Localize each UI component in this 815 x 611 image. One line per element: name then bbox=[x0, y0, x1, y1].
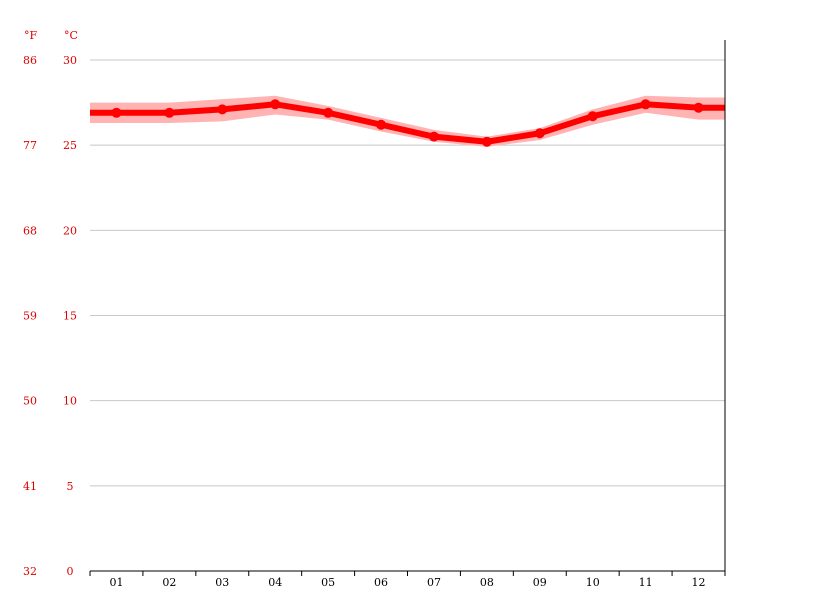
xtick-label-12: 12 bbox=[692, 576, 706, 589]
ytick-label-f-86: 86 bbox=[23, 54, 37, 67]
data-point-10 bbox=[587, 111, 598, 122]
ytick-label-f-50: 50 bbox=[23, 395, 37, 408]
data-point-02 bbox=[164, 107, 175, 118]
ytick-label-c-15: 15 bbox=[63, 310, 77, 323]
ytick-label-c-30: 30 bbox=[63, 54, 77, 67]
xtick-label-10: 10 bbox=[586, 576, 600, 589]
band-layer bbox=[90, 95, 725, 147]
grid-layer bbox=[90, 59, 725, 487]
xtick-label-03: 03 bbox=[215, 576, 229, 589]
unit-label-celsius: °C bbox=[64, 29, 78, 42]
data-point-05 bbox=[323, 107, 334, 118]
ytick-label-f-41: 41 bbox=[23, 480, 37, 493]
data-point-12 bbox=[693, 102, 704, 113]
range-band bbox=[90, 95, 725, 147]
xtick-label-02: 02 bbox=[162, 576, 176, 589]
ytick-label-f-32: 32 bbox=[23, 565, 37, 578]
data-point-01 bbox=[111, 107, 122, 118]
xtick-label-08: 08 bbox=[480, 576, 494, 589]
xtick-label-11: 11 bbox=[639, 576, 653, 589]
ytick-label-c-20: 20 bbox=[63, 224, 77, 237]
ytick-label-c-10: 10 bbox=[63, 395, 77, 408]
data-point-08 bbox=[481, 136, 492, 147]
ytick-label-f-68: 68 bbox=[23, 224, 37, 237]
xtick-label-07: 07 bbox=[427, 576, 441, 589]
xtick-label-04: 04 bbox=[268, 576, 282, 589]
ytick-label-f-77: 77 bbox=[23, 139, 37, 152]
data-point-11 bbox=[640, 99, 651, 110]
ytick-label-f-59: 59 bbox=[23, 310, 37, 323]
xtick-label-09: 09 bbox=[533, 576, 547, 589]
data-point-09 bbox=[534, 128, 545, 139]
xtick-label-01: 01 bbox=[109, 576, 123, 589]
ytick-label-c-0: 0 bbox=[67, 565, 74, 578]
series-line bbox=[90, 101, 725, 145]
ytick-label-c-5: 5 bbox=[67, 480, 74, 493]
data-point-04 bbox=[270, 99, 281, 110]
xtick-label-06: 06 bbox=[374, 576, 388, 589]
line-layer bbox=[90, 99, 725, 147]
axis-layer: 30 86 25 77 20 68 15 59 10 50 5 41 0 32 01 02 03 04 05 06 07… bbox=[23, 40, 726, 589]
unit-label-fahrenheit: °F bbox=[24, 29, 38, 42]
xtick-label-05: 05 bbox=[321, 576, 335, 589]
data-point-07 bbox=[428, 131, 439, 142]
data-point-03 bbox=[217, 104, 228, 115]
data-point-06 bbox=[376, 119, 387, 130]
ytick-label-c-25: 25 bbox=[63, 139, 77, 152]
